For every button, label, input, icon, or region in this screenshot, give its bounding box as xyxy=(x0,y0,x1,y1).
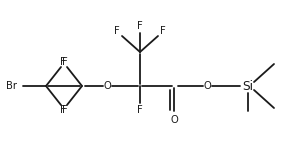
Text: F: F xyxy=(60,57,66,67)
Text: O: O xyxy=(170,115,178,125)
Text: F: F xyxy=(160,26,166,36)
Text: F: F xyxy=(62,105,68,115)
Text: O: O xyxy=(103,81,111,91)
Text: F: F xyxy=(60,105,66,115)
Text: O: O xyxy=(203,81,211,91)
Text: F: F xyxy=(62,57,68,67)
Text: F: F xyxy=(137,21,143,31)
Text: Br: Br xyxy=(6,81,17,91)
Text: F: F xyxy=(114,26,120,36)
Text: F: F xyxy=(137,105,143,115)
Text: Si: Si xyxy=(242,79,253,92)
